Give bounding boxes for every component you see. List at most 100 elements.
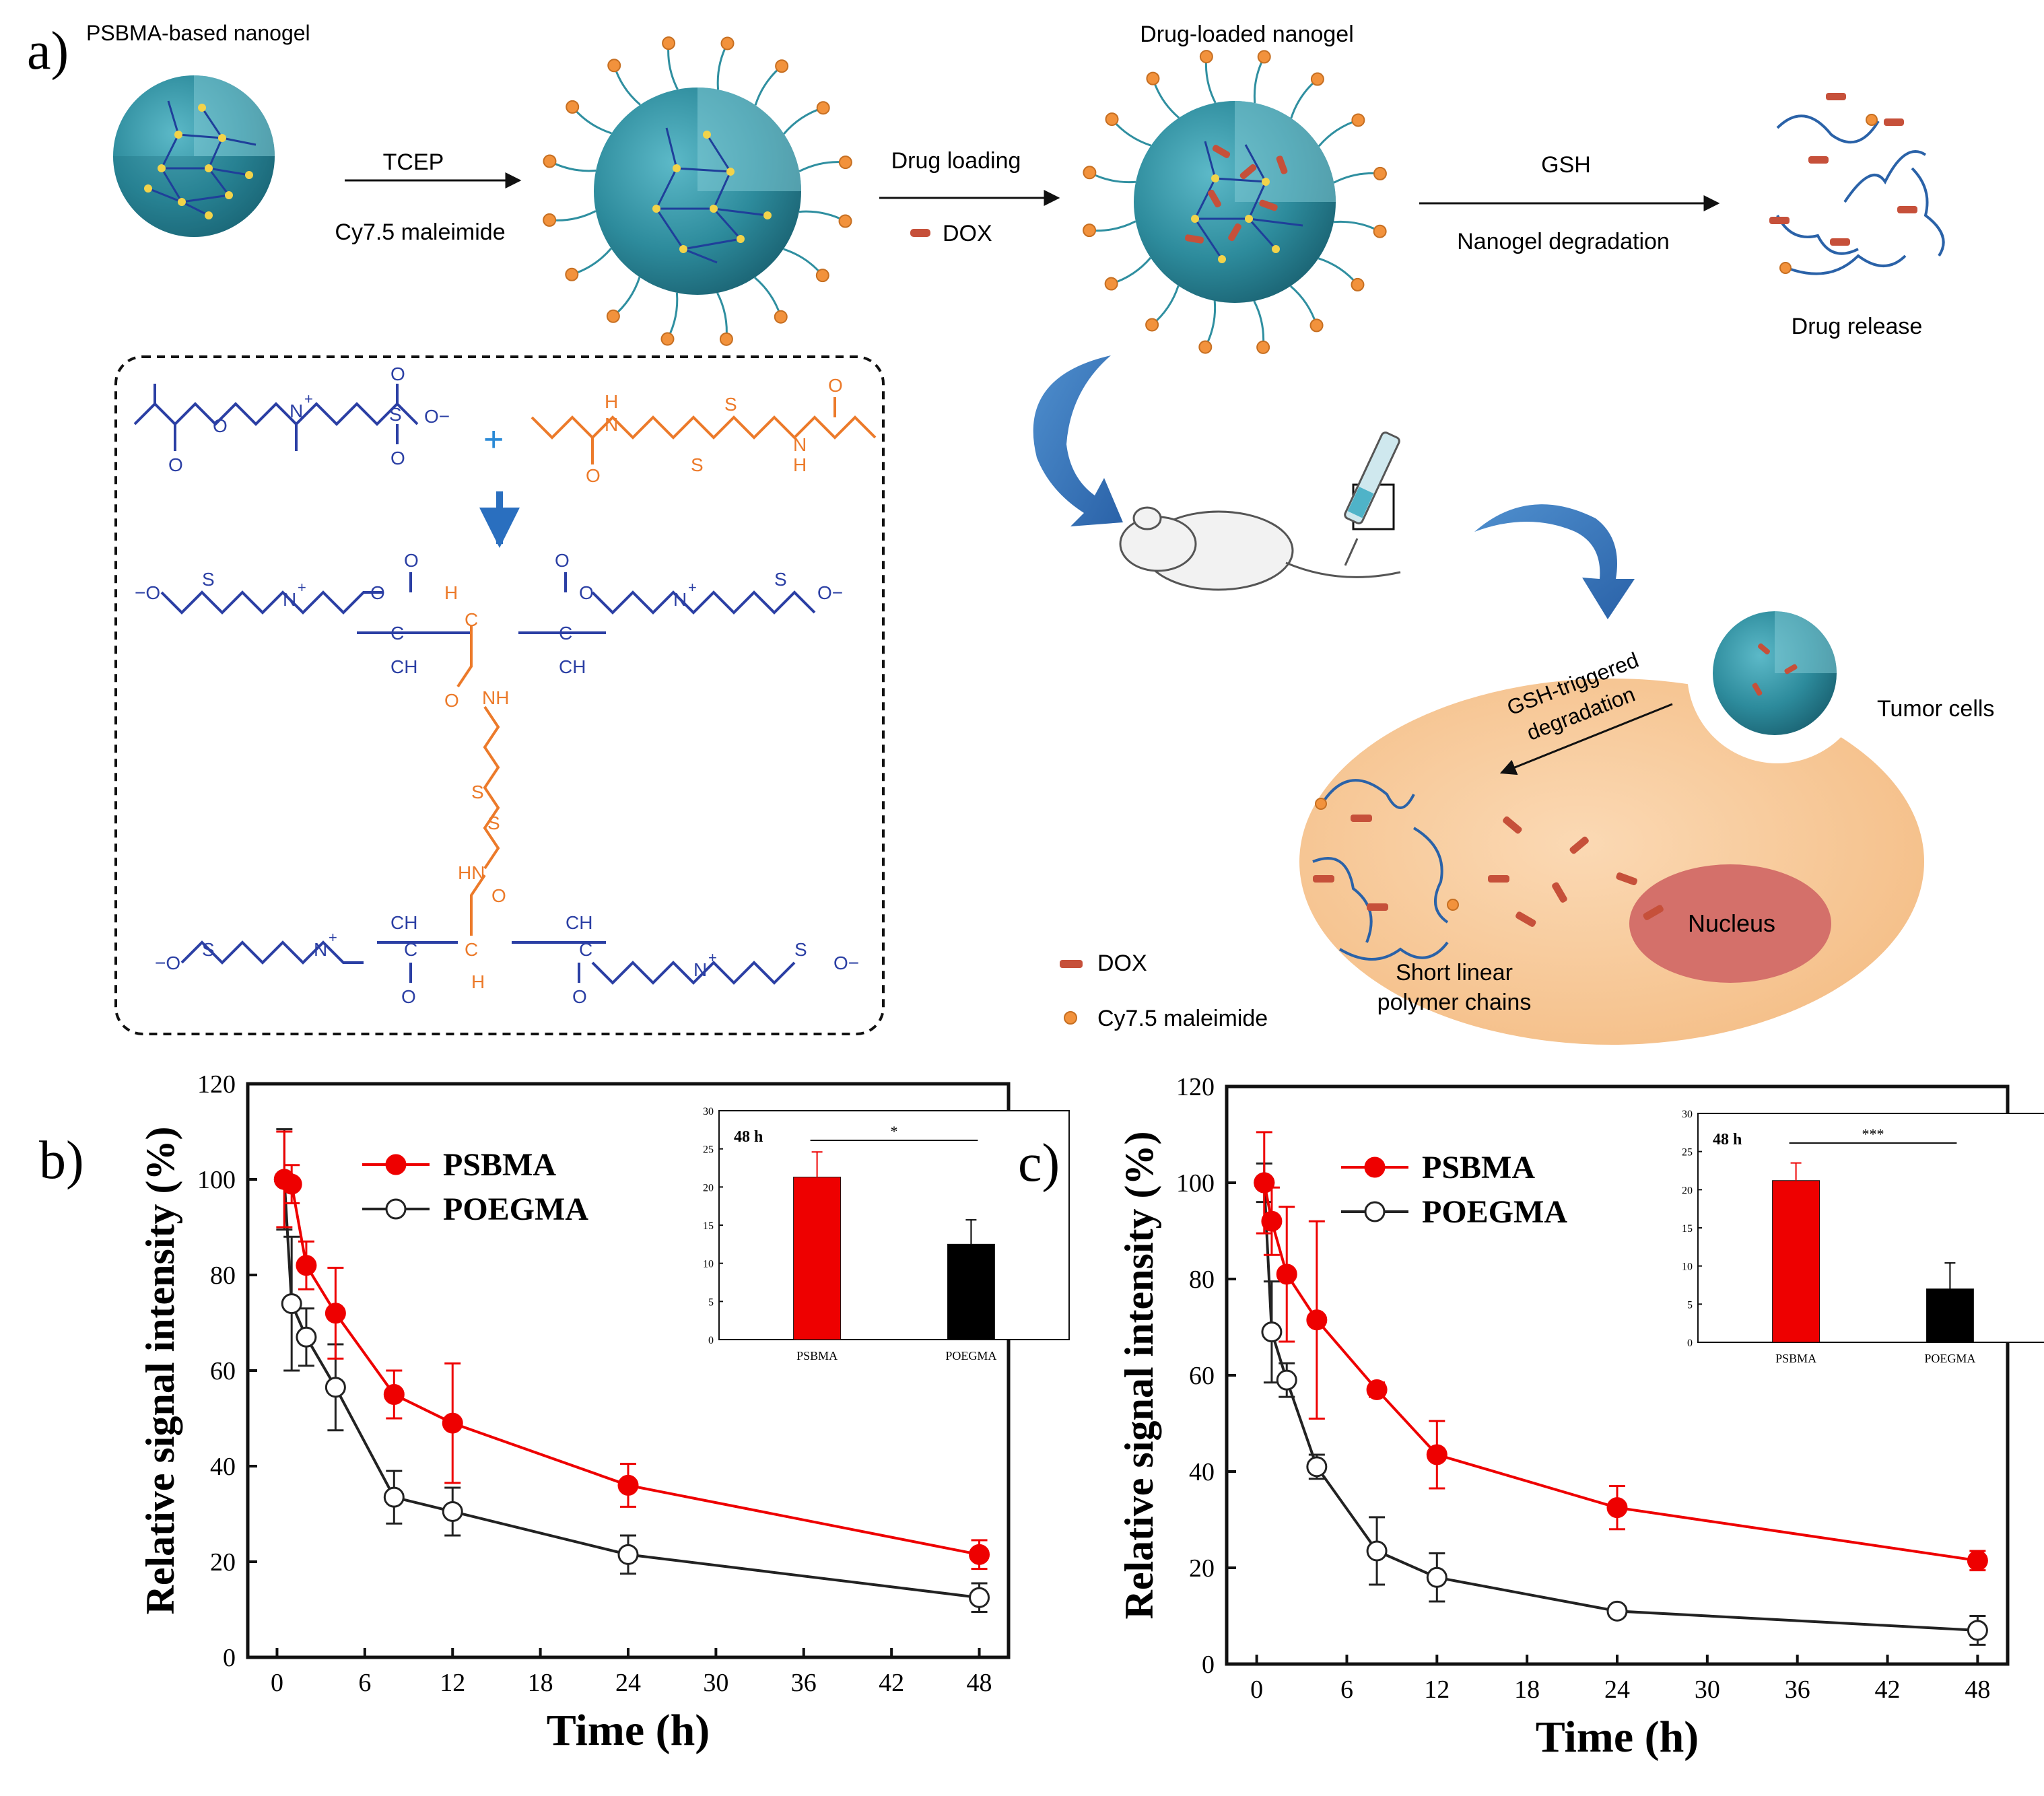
data-point-poegma — [1606, 1600, 1628, 1622]
data-point-poegma — [1276, 1369, 1297, 1391]
polymer-brush — [1289, 285, 1318, 326]
polymer-brush — [1111, 256, 1152, 285]
polymer-brush — [798, 161, 846, 172]
y-tick-label: 60 — [210, 1357, 236, 1385]
chem-atom-label: H — [471, 971, 485, 992]
inset-y-tick-label: 10 — [703, 1259, 714, 1270]
chains-label-line1: Short linear — [1396, 960, 1513, 986]
data-point-poegma — [281, 1293, 302, 1315]
chem-atom-label: C — [579, 939, 592, 960]
dox-icon — [910, 229, 930, 237]
chem-atom-label: H — [793, 454, 807, 475]
arrow-gsh-degradation — [1499, 703, 1673, 775]
significance-marker: * — [891, 1123, 898, 1140]
chem-atom-label: S — [389, 404, 402, 425]
chem-atom-label: O — [828, 375, 843, 396]
cy75-dye-marker — [1146, 71, 1160, 85]
cy75-dye-marker — [1198, 340, 1213, 354]
y-tick-label: 80 — [1189, 1266, 1215, 1294]
polymer-brush — [716, 292, 728, 339]
legend-cy-label: Cy7.5 maleimide — [1097, 1006, 1268, 1031]
polymer-brush — [1333, 172, 1381, 184]
legend-marker — [1364, 1156, 1386, 1178]
chem-atom-label: N — [289, 401, 303, 421]
legend-dox-icon — [1060, 960, 1083, 968]
polymer-brush — [1111, 118, 1152, 147]
panel-a-label: a) — [27, 22, 69, 81]
inset-category-label: PSBMA — [796, 1349, 838, 1362]
cy75-dye-marker — [719, 332, 733, 346]
x-tick-label: 12 — [440, 1669, 465, 1697]
cy75-dye-marker — [838, 156, 852, 170]
polymer-brush — [716, 42, 728, 90]
cy75-dye-marker — [815, 269, 829, 283]
data-point-psbma — [1261, 1210, 1283, 1232]
inset-frame — [1697, 1113, 2044, 1343]
cy75-dye-marker — [1104, 277, 1118, 291]
chem-atom-label: C — [465, 939, 478, 960]
inset-annotation: 48 h — [1713, 1131, 1742, 1148]
chem-atom-label: C — [404, 939, 417, 960]
y-tick-label: 120 — [1176, 1073, 1215, 1101]
data-point-poegma — [1426, 1566, 1447, 1588]
data-point-psbma — [1366, 1379, 1388, 1400]
inset-y-tick-label: 20 — [1682, 1185, 1693, 1196]
chem-atom-label: CH — [559, 656, 586, 677]
data-point-poegma — [1306, 1456, 1328, 1478]
syringe-icon — [1344, 431, 1400, 566]
cy75-dye-marker — [816, 101, 830, 115]
chem-atom-label: H — [444, 582, 458, 603]
polymer-brush — [667, 43, 679, 90]
chem-atom-label: S — [691, 454, 704, 475]
x-tick-label: 18 — [528, 1669, 553, 1697]
polymer-brush — [1151, 285, 1180, 326]
y-tick-label: 80 — [210, 1262, 236, 1290]
chem-atom-label: S — [487, 813, 500, 833]
chem-atom-label: O — [586, 465, 601, 486]
arrow3-bottom-label: Nanogel degradation — [1457, 229, 1670, 254]
y-tick-label: 120 — [197, 1070, 236, 1099]
chem-atom-label: −O — [135, 582, 160, 603]
chem-atom-label: + — [708, 949, 717, 966]
y-tick-label: 20 — [1189, 1554, 1215, 1583]
nanogel-labeled — [543, 36, 852, 346]
inset-y-tick-label: 30 — [703, 1106, 714, 1117]
x-tick-label: 48 — [967, 1669, 992, 1697]
polymer-brush — [549, 210, 597, 221]
inset-bar-poegma — [1926, 1288, 1974, 1343]
x-tick-label: 18 — [1514, 1676, 1540, 1704]
drug-release-graphic — [1776, 114, 1945, 275]
x-tick-label: 36 — [1785, 1676, 1810, 1704]
inset-category-label: POEGMA — [945, 1349, 996, 1362]
chem-atom-label: N — [693, 959, 707, 980]
x-tick-label: 42 — [879, 1669, 904, 1697]
inset-category-label: PSBMA — [1775, 1352, 1816, 1365]
chem-atom-label: + — [688, 579, 697, 596]
legend-label-poegma: POEGMA — [1422, 1194, 1567, 1230]
x-tick-label: 30 — [703, 1669, 728, 1697]
legend-cy-icon — [1064, 1011, 1077, 1025]
chem-atom-label: O — [404, 550, 419, 571]
inset-annotation: 48 h — [734, 1128, 763, 1146]
chem-atom-label: N — [283, 589, 296, 610]
chem-atom-label: O — [168, 454, 183, 475]
chem-atom-label: O — [572, 986, 587, 1007]
polymer-brush — [613, 65, 641, 106]
x-tick-label: 24 — [1604, 1676, 1630, 1704]
chem-atom-label: S — [202, 569, 215, 590]
data-point-psbma — [1306, 1309, 1328, 1331]
data-point-poegma — [442, 1500, 463, 1522]
panel-label: c) — [1018, 1134, 1060, 1193]
inset-y-tick-label: 10 — [1682, 1262, 1693, 1273]
polymer-brush — [1290, 78, 1318, 119]
data-point-poegma — [383, 1486, 405, 1508]
chem-atom-label: CH — [390, 912, 417, 933]
chem-atom-label: + — [298, 579, 306, 596]
panel-label: b) — [39, 1131, 84, 1190]
data-point-psbma — [281, 1173, 302, 1195]
data-point-psbma — [617, 1474, 639, 1496]
cy75-dye-marker — [1310, 72, 1324, 86]
cy75-dye-marker — [1145, 318, 1159, 332]
cy75-dye-marker — [543, 213, 557, 227]
cy75-dye-marker — [606, 309, 620, 323]
